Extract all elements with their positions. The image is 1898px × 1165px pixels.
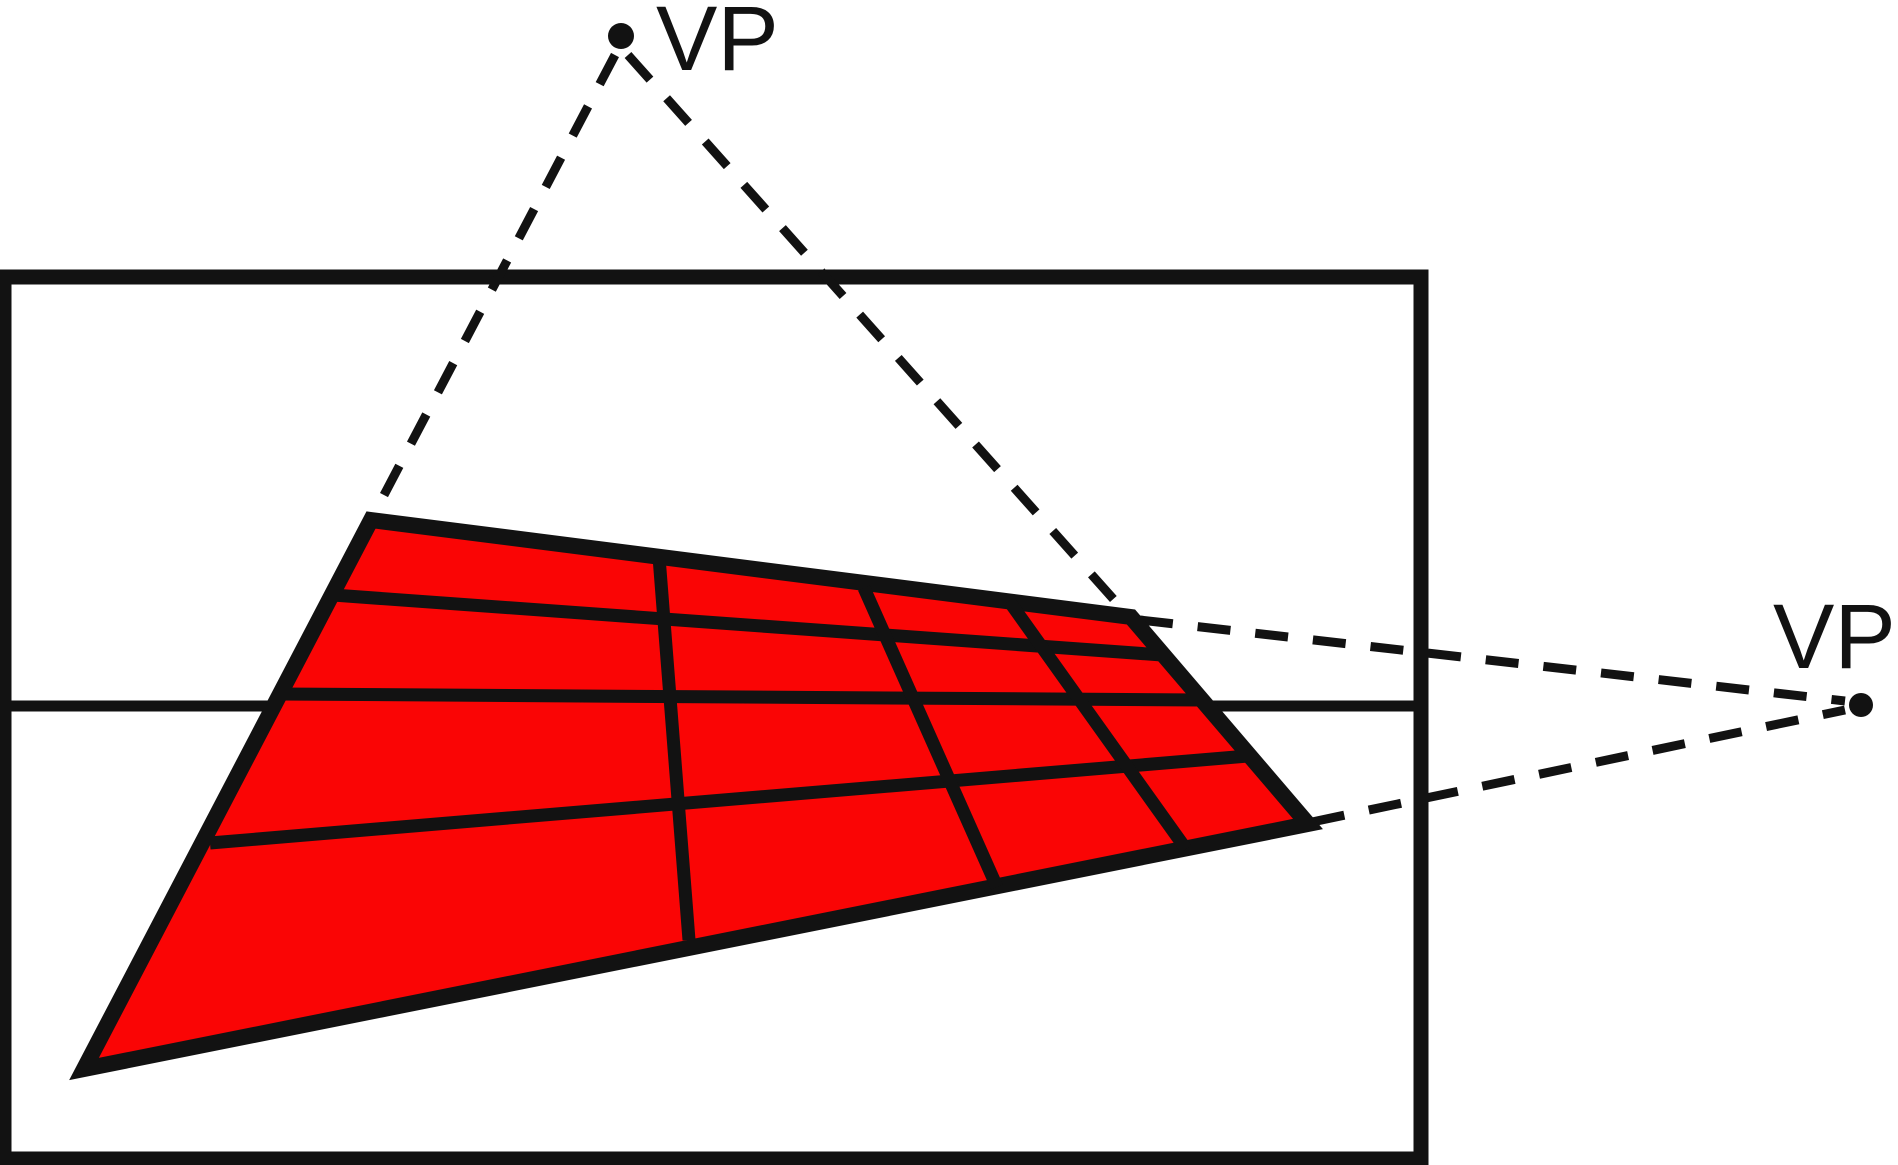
perspective-grid-plane <box>69 511 1323 1081</box>
grid-transversal-1 <box>332 588 1163 662</box>
grid-orthogonal-2 <box>858 585 1003 890</box>
grid-orthogonal-3 <box>1003 597 1192 853</box>
vanishing-point-right: VP <box>1773 586 1896 717</box>
dashed-line-topvp-to-topright <box>624 52 1129 615</box>
vanishing-point-right-dot-icon <box>1849 693 1873 717</box>
vanishing-point-top-dot-icon <box>608 23 634 49</box>
vanishing-point-top-label: VP <box>656 0 779 90</box>
dashed-line-rightvp-to-topright <box>1139 615 1846 706</box>
grid-transversal-3 <box>209 749 1249 850</box>
dashed-line-topvp-to-topleft <box>369 52 619 519</box>
grid-orthogonal-1 <box>652 556 696 941</box>
vanishing-point-top: VP <box>608 0 779 90</box>
grid-transversal-2 <box>278 687 1201 707</box>
vanishing-point-right-label: VP <box>1773 586 1896 688</box>
construction-lines <box>369 52 1846 827</box>
grid-outer-plane <box>69 511 1323 1081</box>
dashed-line-rightvp-to-bottomright <box>1311 705 1846 827</box>
picture-plane-frame <box>0 269 1429 1165</box>
